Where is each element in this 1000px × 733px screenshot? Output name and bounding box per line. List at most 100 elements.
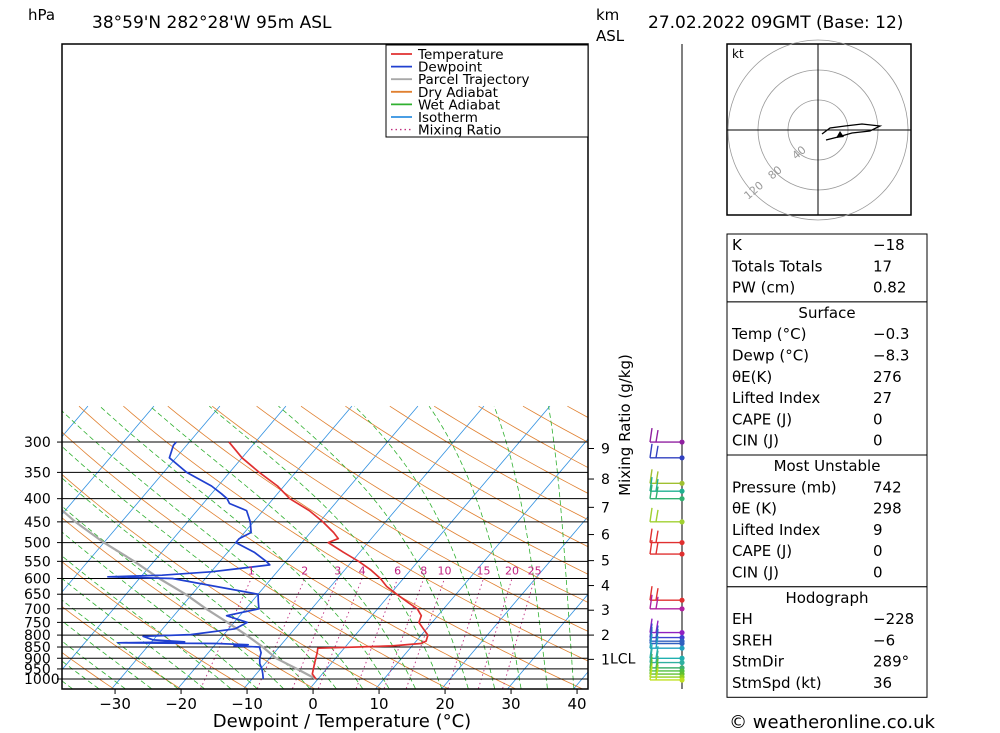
wind-barb bbox=[649, 634, 685, 651]
dry-adiabat-line bbox=[62, 474, 383, 689]
pressure-tick-label: 900 bbox=[24, 651, 51, 667]
series-temperature bbox=[228, 441, 429, 680]
storm-motion-marker bbox=[836, 131, 844, 138]
stats-table-frame bbox=[726, 233, 928, 303]
mixing-ratio-label: 8 bbox=[420, 564, 427, 577]
wind-barb bbox=[649, 443, 685, 461]
dry-adiabat-line bbox=[62, 431, 450, 689]
wet-adiabat-line bbox=[62, 410, 363, 689]
pressure-tick-label: 800 bbox=[24, 628, 51, 644]
isotherm-lines bbox=[0, 405, 588, 698]
location-label: 38°59'N 282°28'W 95m ASL bbox=[92, 13, 332, 33]
wind-barb bbox=[649, 623, 685, 641]
temperature-tick-label: 20 bbox=[436, 695, 455, 713]
stats-value: 9 bbox=[873, 521, 883, 539]
dry-adiabat-line bbox=[256, 405, 588, 603]
mixing-ratio-label: 25 bbox=[528, 564, 542, 577]
wind-barb bbox=[649, 618, 685, 636]
mixing-ratio-line bbox=[502, 578, 536, 689]
isotherm-line bbox=[0, 406, 22, 698]
lcl-label: LCL bbox=[610, 651, 636, 667]
mixing-ratio-axis-title: Mixing Ratio (g/kg) bbox=[616, 354, 634, 496]
isotherm-line bbox=[374, 438, 588, 689]
wind-barb bbox=[649, 644, 685, 661]
dry-adiabat-lines bbox=[62, 405, 588, 689]
stats-value: −0.3 bbox=[873, 325, 909, 343]
legend-label: Dry Adiabat bbox=[418, 85, 498, 101]
wet-adiabat-line bbox=[62, 660, 99, 689]
stats-label: EH bbox=[732, 610, 753, 628]
temperature-tick-label: −30 bbox=[99, 695, 131, 713]
pressure-tick-label: 300 bbox=[24, 435, 51, 451]
wind-barb bbox=[649, 648, 685, 666]
stats-label: Lifted Index bbox=[732, 389, 820, 407]
stats-label: Lifted Index bbox=[732, 521, 820, 539]
height-tick-label: 4 bbox=[601, 579, 610, 595]
mixing-ratio-label: 2 bbox=[301, 564, 308, 577]
stats-table-title: Surface bbox=[798, 304, 855, 322]
stats-label: θE (K) bbox=[732, 500, 777, 518]
dry-adiabat-line bbox=[167, 405, 588, 662]
height-tick-label: 3 bbox=[601, 603, 610, 619]
height-tick-label: 5 bbox=[601, 554, 610, 570]
wet-adiabat-line bbox=[548, 406, 575, 689]
stats-label: Totals Totals bbox=[731, 257, 823, 275]
mixing-ratio-label: 10 bbox=[438, 564, 452, 577]
mixing-ratio-line bbox=[447, 578, 484, 689]
sounding-series bbox=[62, 441, 429, 680]
isotherm-line bbox=[110, 405, 353, 689]
mixing-ratio-label: 1 bbox=[248, 564, 255, 577]
series-dewpoint bbox=[107, 441, 271, 680]
wet-adiabat-line bbox=[493, 406, 548, 689]
mixing-ratio-line bbox=[383, 578, 425, 689]
isobar-lines bbox=[62, 441, 588, 680]
stats-label: Dewp (°C) bbox=[732, 347, 809, 365]
temperature-tick-label: 40 bbox=[568, 695, 587, 713]
height-axis: 9 8 7 6 5 4 3 2 1 LCL bbox=[588, 442, 636, 668]
stats-label: θE(K) bbox=[732, 368, 772, 386]
stats-label: StmSpd (kt) bbox=[732, 674, 822, 692]
stats-value: 298 bbox=[873, 500, 902, 518]
wind-barb bbox=[649, 469, 685, 486]
wind-barb bbox=[649, 627, 685, 644]
wet-adiabat-line bbox=[62, 445, 337, 689]
dry-adiabat-line bbox=[300, 405, 588, 575]
stats-value: 0.82 bbox=[873, 279, 906, 297]
height-tick-label: 7 bbox=[601, 500, 610, 516]
temperature-axis: −30 −20 −10 0 10 20 30 40 bbox=[99, 689, 587, 713]
stats-label: K bbox=[732, 236, 743, 254]
stats-value: 289° bbox=[873, 653, 909, 671]
pressure-axis: 300 350 400 450 500 5506006507007508008509009… bbox=[24, 435, 62, 688]
isotherm-line bbox=[62, 405, 221, 593]
wet-adiabat-line bbox=[99, 405, 390, 689]
pressure-tick-label: 450 bbox=[24, 515, 51, 531]
wind-barb bbox=[649, 507, 685, 525]
stats-label: CAPE (J) bbox=[732, 542, 792, 560]
stats-table-frame bbox=[726, 301, 928, 456]
pressure-tick-label: 700 bbox=[24, 602, 51, 618]
dry-adiabat-line bbox=[211, 405, 588, 632]
stats-table-title: Most Unstable bbox=[774, 457, 881, 475]
stats-value: −8.3 bbox=[873, 347, 909, 365]
dry-adiabat-line bbox=[62, 517, 316, 689]
legend-label: Mixing Ratio bbox=[418, 123, 501, 139]
stats-label: StmDir bbox=[732, 653, 785, 671]
isotherm-line bbox=[62, 405, 287, 671]
datetime-label: 27.02.2022 09GMT (Base: 12) bbox=[648, 13, 903, 33]
isotherm-line bbox=[308, 405, 551, 689]
wet-adiabat-line bbox=[62, 531, 258, 689]
wind-barb bbox=[649, 484, 685, 502]
wet-adiabat-line bbox=[149, 405, 416, 689]
legend-label: Dewpoint bbox=[418, 60, 482, 76]
isotherm-line bbox=[176, 405, 419, 689]
stats-value: 0 bbox=[873, 542, 883, 560]
stats-table-title: Hodograph bbox=[785, 589, 868, 607]
wind-barb bbox=[649, 586, 685, 603]
isotherm-line bbox=[440, 516, 588, 689]
wind-barb bbox=[649, 528, 685, 546]
height-tick-label: 6 bbox=[601, 528, 610, 544]
pressure-tick-label: 850 bbox=[24, 640, 51, 656]
temperature-tick-label: 0 bbox=[308, 695, 318, 713]
mixing-ratio-line bbox=[256, 578, 306, 689]
height-tick-label: 8 bbox=[601, 472, 610, 488]
